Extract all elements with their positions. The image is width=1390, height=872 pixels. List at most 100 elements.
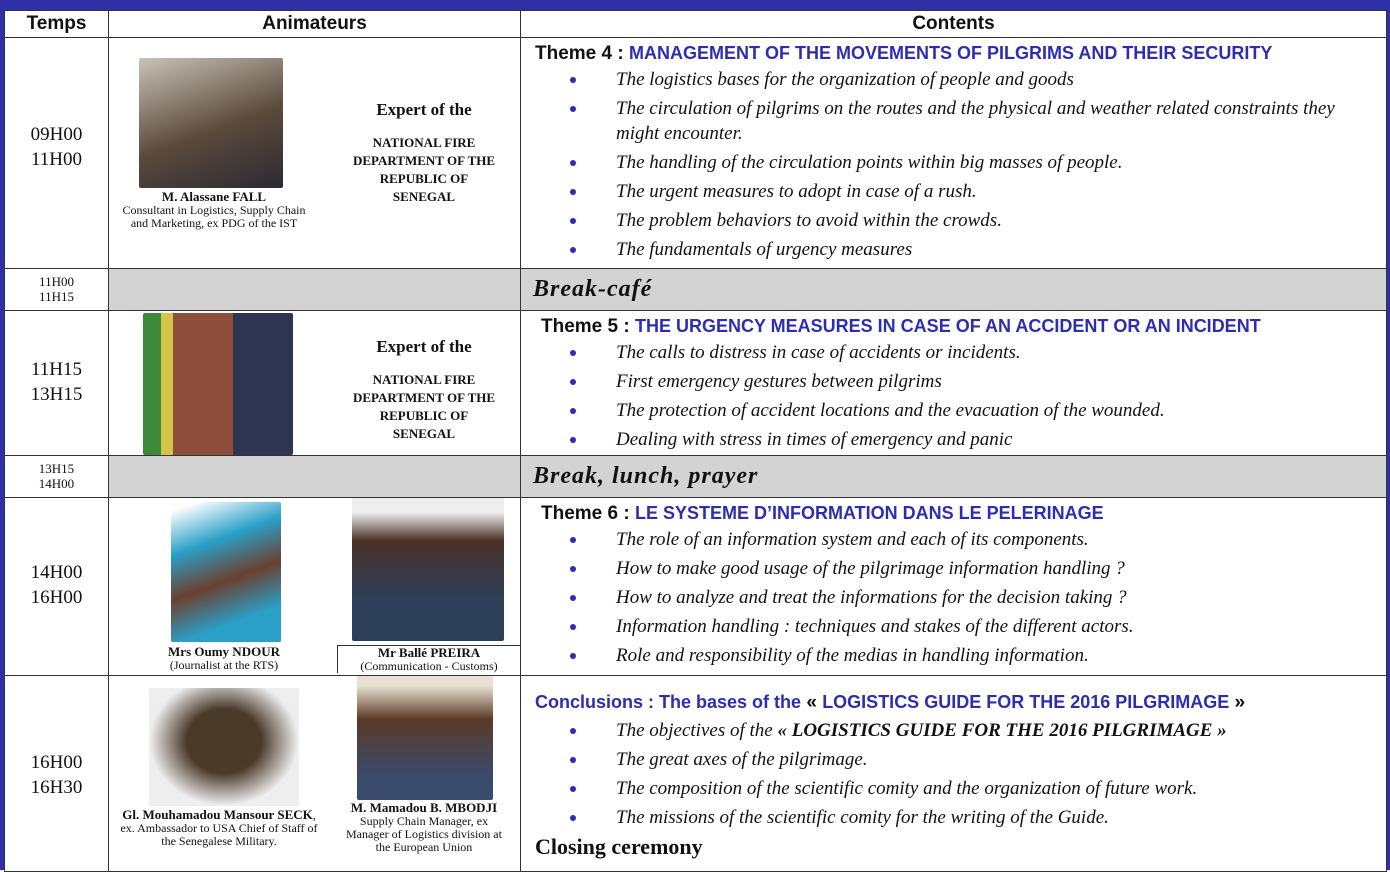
item-list: The objectives of the « LOGISTICS GUIDE … (521, 716, 1386, 832)
time-cell: 14H00 16H00 (5, 498, 108, 675)
time: 16H30 (30, 777, 83, 798)
time-cell: 11H15 13H15 (5, 311, 108, 455)
speaker-role: (Communication - Customs) (360, 659, 498, 673)
time-cell: 09H00 11H00 (5, 38, 108, 268)
item: The problem behaviors to avoid within th… (570, 206, 1386, 235)
header-cell: Temps (4, 10, 109, 38)
time: 11H15 (30, 359, 83, 380)
item: Role and responsibility of the medias in… (570, 641, 1386, 670)
theme-label: Theme 4 : (535, 43, 624, 64)
photo (139, 58, 283, 188)
photo (149, 688, 299, 806)
header-row: Temps Animateurs Contents (4, 10, 1387, 38)
conclusion-label: Conclusions : The bases of the (535, 692, 802, 712)
time: 11H00 (39, 274, 74, 289)
item-emphasis: « LOGISTICS GUIDE FOR THE 2016 PILGRIMAG… (777, 720, 1227, 741)
item: The role of an information system and ea… (570, 525, 1386, 554)
speaker-name: M. Mamadou B. MBODJI (350, 800, 498, 815)
item: The fundamentals of urgency measures (570, 235, 1386, 264)
schedule-table: Temps Animateurs Contents 09H00 11H00 M. … (4, 10, 1387, 872)
theme: Theme 5 : THE URGENCY MEASURES IN CASE O… (521, 316, 1386, 338)
time-cell: 11H00 11H15 (5, 269, 108, 310)
item: The composition of the scientific comity… (570, 774, 1386, 803)
session-row: 14H00 16H00 Mrs Oumy NDOUR (Journalist at … (4, 497, 1387, 676)
speakers-cell: Mrs Oumy NDOUR (Journalist at the RTS) Mr… (109, 498, 520, 675)
expert-title: Expert of the (376, 337, 472, 356)
item: Information handling : techniques and st… (570, 612, 1386, 641)
speaker: M. Mamadou B. MBODJI Supply Chain Manager… (339, 801, 509, 854)
time: 13H15 (30, 384, 83, 405)
expert-org: NATIONAL FIRE DEPARTMENT OF THE REPUBLIC… (352, 135, 496, 204)
time: 16H00 (30, 587, 83, 608)
item: How to make good usage of the pilgrimage… (570, 554, 1386, 583)
item-list: The calls to distress in case of acciden… (521, 338, 1386, 454)
item: Dealing with stress in times of emergenc… (570, 425, 1386, 454)
break-row: 11H00 11H15 Break-café (4, 268, 1387, 311)
speaker-role: Supply Chain Manager, ex Manager of Logi… (346, 814, 502, 854)
speaker-name: Mr Ballé PREIRA (377, 645, 481, 660)
speaker: M. Alassane FALL Consultant in Logistics,… (119, 190, 309, 230)
speakers-cell: Gl. Mouhamadou Mansour SECK, ex. Ambassa… (109, 676, 520, 871)
speakers-cell: M. Alassane FALL Consultant in Logistics,… (109, 38, 520, 268)
header-cell: Animateurs (108, 10, 521, 38)
time: 14H00 (30, 562, 83, 583)
theme-title: THE URGENCY MEASURES IN CASE OF AN ACCID… (634, 316, 1261, 336)
speaker: Mr Ballé PREIRA (Communication - Customs) (337, 645, 520, 673)
expert: Expert of the NATIONAL FIRE DEPARTMENT OF… (349, 337, 499, 443)
speaker: Mrs Oumy NDOUR (Journalist at the RTS) (119, 645, 329, 672)
contents-cell: Theme 6 : LE SYSTEME D’INFORMATION DANS … (521, 498, 1386, 675)
time: 13H15 (38, 461, 75, 476)
time-cell: 13H15 14H00 (5, 456, 108, 497)
contents-cell: Theme 5 : THE URGENCY MEASURES IN CASE O… (521, 311, 1386, 455)
time: 11H15 (39, 289, 74, 304)
session-row: 09H00 11H00 M. Alassane FALL Consultant in… (4, 37, 1387, 269)
contents-cell: Conclusions : The bases of the « LOGISTI… (521, 676, 1386, 871)
speaker-name: Mrs Oumy NDOUR (168, 644, 280, 659)
photo (171, 502, 281, 642)
speaker: Gl. Mouhamadou Mansour SECK, ex. Ambassa… (119, 808, 319, 848)
speaker-role: (Journalist at the RTS) (169, 658, 279, 672)
item: The handling of the circulation points w… (570, 148, 1386, 177)
conclusion-quote: « (806, 692, 817, 713)
item: The calls to distress in case of acciden… (570, 338, 1386, 367)
theme-label: Theme 6 : (541, 503, 630, 524)
speakers-cell: Expert of the NATIONAL FIRE DEPARTMENT OF… (109, 311, 520, 455)
item: The protection of accident locations and… (570, 396, 1386, 425)
item: How to analyze and treat the information… (570, 583, 1386, 612)
theme-label: Theme 5 : (541, 316, 630, 337)
photo (357, 676, 493, 800)
speaker-role: , ex. Ambassador to USA Chief of Staff o… (120, 808, 318, 848)
expert: Expert of the NATIONAL FIRE DEPARTMENT OF… (349, 100, 499, 206)
theme-title: LE SYSTEME D’INFORMATION DANS LE PELERIN… (634, 503, 1104, 523)
theme: Theme 6 : LE SYSTEME D’INFORMATION DANS … (521, 503, 1386, 525)
speaker-role: Consultant in Logistics, Supply Chain an… (122, 203, 306, 230)
session-row: 11H15 13H15 Expert of the NATIONAL FIRE DE… (4, 310, 1387, 456)
item-list: The logistics bases for the organization… (521, 65, 1386, 264)
item-text: The objectives of the (616, 720, 773, 741)
conclusion-title: LOGISTICS GUIDE FOR THE 2016 PILGRIMAGE (822, 692, 1230, 712)
item: The logistics bases for the organization… (570, 65, 1386, 94)
break-label: Break-café (533, 276, 653, 302)
conclusion-quote: » (1234, 692, 1246, 713)
speaker-name: Gl. Mouhamadou Mansour SECK (122, 807, 313, 822)
time: 14H00 (38, 476, 75, 491)
time: 16H00 (30, 752, 83, 773)
photo (352, 498, 504, 641)
expert-org: NATIONAL FIRE DEPARTMENT OF THE REPUBLIC… (352, 372, 496, 441)
conclusion: Conclusions : The bases of the « LOGISTI… (521, 692, 1386, 714)
item: The circulation of pilgrims on the route… (570, 94, 1336, 148)
closing: Closing ceremony (535, 834, 703, 859)
item: The great axes of the pilgrimage. (570, 745, 1386, 774)
break-label: Break, lunch, prayer (533, 463, 759, 489)
time: 11H00 (30, 149, 83, 170)
time-cell: 16H00 16H30 (5, 676, 108, 871)
session-row: 16H00 16H30 Gl. Mouhamadou Mansour SECK, … (4, 675, 1387, 872)
header-cell: Contents (520, 10, 1387, 38)
item: First emergency gestures between pilgrim… (570, 367, 1386, 396)
theme-title: MANAGEMENT OF THE MOVEMENTS OF PILGRIMS … (628, 43, 1273, 63)
time: 09H00 (30, 124, 83, 145)
item: The urgent measures to adopt in case of … (570, 177, 1386, 206)
photo (143, 313, 293, 455)
item: The objectives of the « LOGISTICS GUIDE … (570, 716, 1386, 745)
